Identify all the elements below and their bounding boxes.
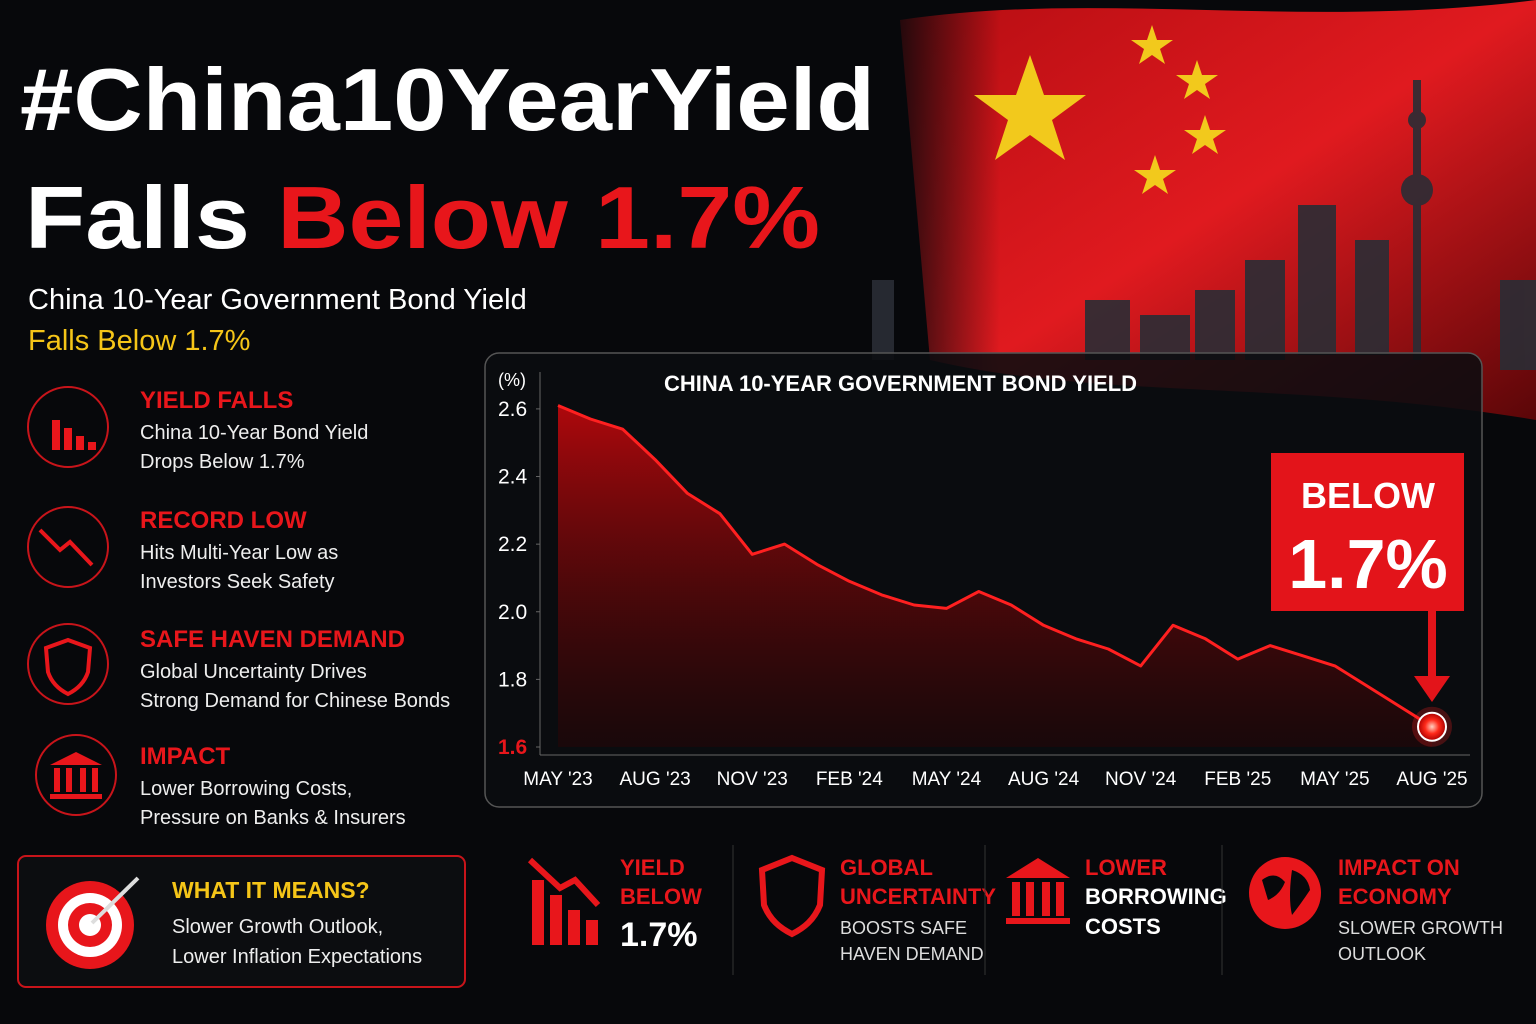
- bottom-white: BORROWING: [1085, 884, 1227, 909]
- bottom-white: SLOWER GROWTH: [1338, 918, 1503, 938]
- highlight-text: Investors Seek Safety: [140, 571, 335, 593]
- callout-value: 1.7%: [1288, 525, 1448, 603]
- bottom-white: BOOSTS SAFE: [840, 918, 967, 938]
- main-title: #China10YearYield: [20, 50, 875, 149]
- icon-globe-land: [1262, 870, 1310, 915]
- callout-box: [1271, 453, 1464, 611]
- x-tick-label: NOV '23: [717, 769, 788, 790]
- bottom-white: COSTS: [1085, 914, 1161, 939]
- icon-bank: [50, 752, 102, 799]
- what-text: Slower Growth Outlook,: [172, 916, 383, 938]
- subtitle: China 10-Year Government Bond Yield: [28, 284, 527, 316]
- y-tick-label: 1.8: [498, 668, 527, 691]
- highlight-text: Global Uncertainty Drives: [140, 661, 367, 683]
- highlight-title: YIELD FALLS: [140, 387, 293, 414]
- bottom-red: GLOBAL: [840, 855, 933, 880]
- x-tick-label: AUG '23: [620, 769, 691, 790]
- highlight-text: Drops Below 1.7%: [140, 451, 305, 473]
- highlight-text: China 10-Year Bond Yield: [140, 422, 368, 444]
- highlight-title: IMPACT: [140, 743, 231, 770]
- y-tick-label: 2.6: [498, 398, 527, 421]
- y-tick-label: 2.0: [498, 601, 527, 624]
- highlights: YIELD FALLS China 10-Year Bond Yield Dro…: [27, 386, 450, 829]
- icon-shield: [43, 637, 93, 697]
- x-tick-label: AUG '24: [1008, 769, 1080, 790]
- chart: CHINA 10-YEAR GOVERNMENT BOND YIELD (%) …: [484, 352, 1483, 808]
- x-tick-label: MAY '24: [912, 769, 982, 790]
- icon-globe: [1249, 857, 1321, 929]
- y-tick-label: 2.2: [498, 533, 527, 556]
- bottom-white: 1.7%: [620, 916, 698, 954]
- end-point: [1417, 711, 1447, 742]
- bottom-red: UNCERTAINTY: [840, 884, 996, 909]
- x-tick-label: FEB '25: [1204, 769, 1271, 790]
- callout-text: BELOW: [1301, 475, 1435, 516]
- bottom-red: BELOW: [620, 884, 702, 909]
- what-title: WHAT IT MEANS?: [172, 877, 370, 903]
- icon-circle: [35, 734, 117, 816]
- bottom-red: IMPACT ON: [1338, 855, 1460, 880]
- line: [557, 404, 1433, 728]
- x-tick-label: FEB '24: [816, 769, 883, 790]
- what-text: Lower Inflation Expectations: [172, 946, 422, 968]
- bottom-red: LOWER: [1085, 855, 1167, 880]
- x-tick-label: MAY '25: [1300, 769, 1369, 790]
- bottom-white: OUTLOOK: [1338, 944, 1426, 964]
- x-tick-label: MAY '23: [523, 769, 592, 790]
- x-tick-label: NOV '24: [1105, 769, 1177, 790]
- chart-title: CHINA 10-YEAR GOVERNMENT BOND YIELD: [664, 371, 1137, 396]
- highlight-title: SAFE HAVEN DEMAND: [140, 626, 405, 653]
- highlight-text: Lower Borrowing Costs,: [140, 778, 352, 800]
- highlight-text: Hits Multi-Year Low as: [140, 542, 338, 564]
- bottom-white: HAVEN DEMAND: [840, 944, 984, 964]
- title-red: Below 1.7%: [277, 168, 820, 267]
- highlight-text: Pressure on Banks & Insurers: [140, 807, 406, 829]
- highlight-text: Strong Demand for Chinese Bonds: [140, 690, 450, 712]
- highlight-title: RECORD LOW: [140, 507, 307, 534]
- bottom-red: YIELD: [620, 855, 685, 880]
- icon-shield: [758, 854, 826, 938]
- x-tick-label: AUG '25: [1396, 769, 1467, 790]
- main-title-line2: Falls Below 1.7%: [25, 168, 820, 267]
- icon-down: [38, 528, 94, 567]
- bottom-items: YIELD BELOW 1.7% GLOBAL UNCERTAINTY BOOS…: [527, 845, 1503, 975]
- y-tick-label: 1.6: [498, 736, 527, 759]
- icon-circle: [27, 506, 109, 588]
- icon-bank: [1006, 858, 1070, 924]
- icon-bars: [52, 420, 96, 450]
- what-it-means: WHAT IT MEANS? Slower Growth Outlook, Lo…: [17, 855, 466, 988]
- y-tick-label: 2.4: [498, 466, 528, 489]
- icon-circle: [27, 623, 109, 705]
- callout-arrowhead: [1414, 676, 1450, 702]
- bottom-red: ECONOMY: [1338, 884, 1452, 909]
- line-area: [558, 405, 1432, 747]
- icon-circle: [27, 386, 109, 468]
- title-white: Falls: [25, 168, 250, 267]
- subtitle-highlight: Falls Below 1.7%: [28, 325, 250, 357]
- y-unit: (%): [498, 370, 526, 390]
